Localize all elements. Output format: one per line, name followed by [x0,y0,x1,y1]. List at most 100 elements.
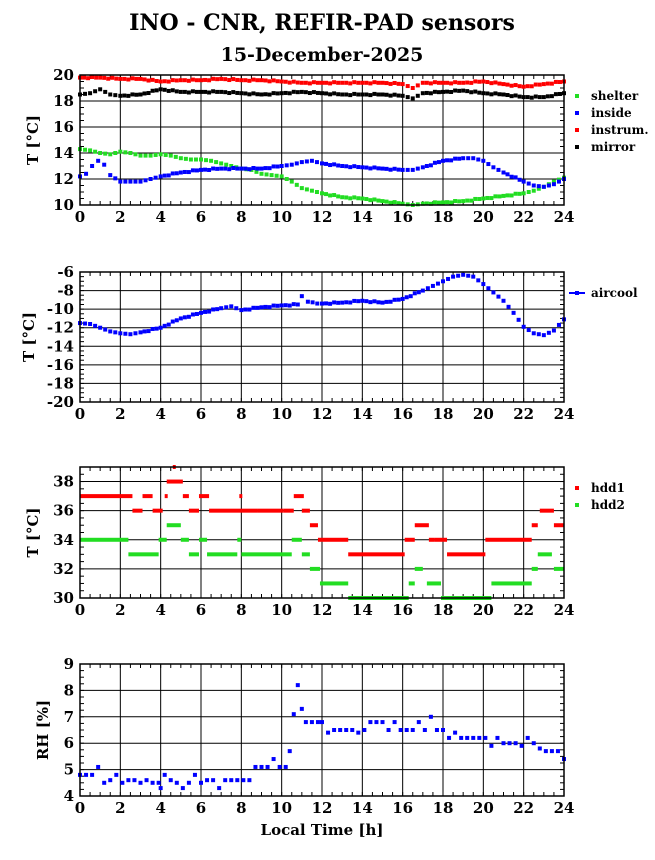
y-tick-label: 4 [64,787,74,805]
data-point [108,173,113,178]
data-point [324,80,329,85]
data-point [340,300,345,305]
data-point [441,200,445,205]
series-instrum- [78,75,566,90]
series-mirror [78,87,566,101]
data-point [170,88,175,93]
data-segment [309,566,320,571]
data-point [396,93,401,98]
data-point [251,305,256,310]
data-point [526,328,531,333]
x-tick-label: 18 [433,601,454,619]
data-point [88,91,93,96]
data-point [130,76,135,81]
data-point [507,741,512,746]
data-point [471,274,476,279]
x-tick-label: 10 [271,799,292,817]
data-point [372,299,377,304]
data-point [274,173,279,178]
data-point [328,193,333,198]
data-point [154,326,159,331]
data-point [103,89,108,94]
data-point [537,95,542,100]
data-point [408,294,413,299]
data-point [420,288,425,293]
data-point [307,91,312,96]
data-point [158,79,163,84]
data-point [449,200,454,205]
data-point [420,201,425,206]
data-point [283,90,288,95]
data-point [188,157,193,162]
data-point [178,156,183,161]
data-point [271,78,276,83]
data-point [453,730,458,735]
data-point [315,80,320,85]
data-point [410,86,415,90]
data-point [207,309,212,314]
data-point [324,91,329,96]
data-segment [426,581,441,586]
data-point [380,80,385,85]
data-point [501,92,506,97]
data-point [332,728,337,732]
data-point [505,172,510,177]
data-point [513,741,518,746]
data-point [130,92,135,97]
data-segment [241,552,292,557]
data-point [477,79,482,84]
data-point [536,332,541,337]
data-point [489,743,494,748]
data-point [320,301,324,306]
data-point [122,76,127,81]
data-point [324,192,329,197]
data-point [511,310,516,315]
y-tick-label: 12 [53,170,74,188]
y-tick-label: 9 [64,655,74,673]
data-point [163,152,168,157]
data-point [533,94,538,99]
data-point [531,741,536,746]
data-segment [152,508,163,513]
data-point [549,81,554,86]
data-segment [531,523,538,528]
x-tick-label: 4 [155,799,165,817]
y-tick-label: -12 [47,319,74,337]
data-point [525,95,530,100]
data-point [332,162,337,167]
data-point [441,80,445,85]
data-point [360,298,365,303]
y-axis-label: T [°C] [20,312,38,362]
data-point [275,303,280,308]
data-point [275,79,280,84]
data-point [303,720,308,725]
data-point [148,153,153,158]
data-point [352,164,357,169]
data-point [138,153,143,158]
data-point [517,94,522,99]
data-point [138,76,143,81]
data-point [477,197,482,202]
data-point [255,166,260,171]
data-point [263,78,268,83]
data-point [505,93,510,98]
data-point [506,304,511,309]
data-point [194,311,199,316]
data-point [209,158,214,163]
data-point [445,158,450,163]
data-point [428,714,433,719]
data-segment [237,537,242,542]
data-point [436,200,441,205]
data-point [449,158,454,163]
x-tick-label: 0 [75,601,85,619]
data-point [356,299,361,304]
data-point [174,78,179,83]
y-tick-label: -14 [47,337,74,355]
data-point [352,80,357,85]
data-point [190,89,195,94]
y-tick-label: 20 [53,66,74,84]
data-point [251,91,256,96]
data-point [521,179,526,184]
data-point [473,89,478,94]
data-point [203,167,208,172]
